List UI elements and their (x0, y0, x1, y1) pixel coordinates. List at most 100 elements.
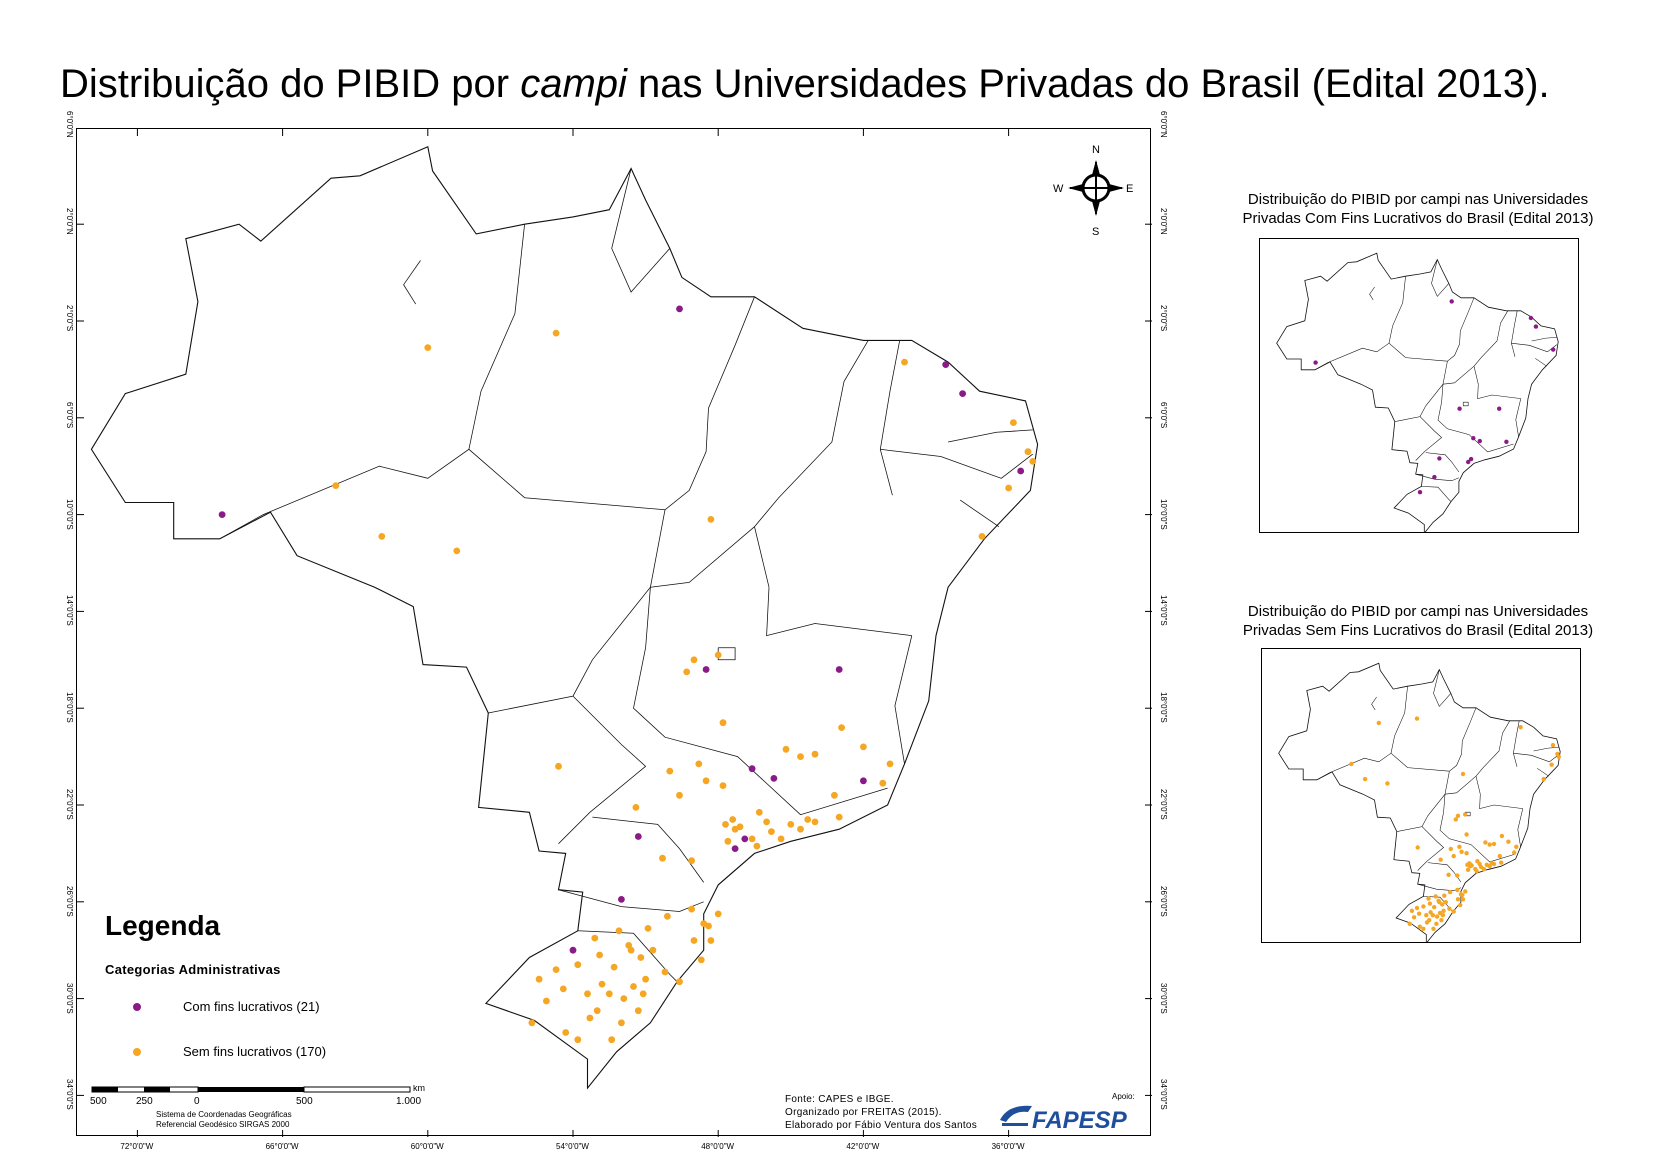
campus-point-sem-fins (1499, 833, 1505, 839)
legend-item-label: Com fins lucrativos (21) (183, 999, 320, 1014)
campus-point-sem-fins (719, 719, 727, 727)
campus-point-sem-fins (688, 905, 695, 913)
campus-point-sem-fins (811, 818, 819, 826)
campus-point-sem-fins (1514, 844, 1519, 849)
campus-point-sem-fins (378, 533, 386, 540)
state-border (1531, 337, 1557, 342)
campus-point-com-fins (731, 845, 739, 852)
state-border (1394, 361, 1448, 422)
campus-point-sem-fins (627, 946, 635, 954)
state-border (1537, 768, 1549, 777)
campus-point-com-fins (1551, 347, 1556, 352)
state-border (1390, 686, 1408, 754)
campus-point-sem-fins (1029, 458, 1037, 465)
lat-tick-label: 6°0'0"N (1159, 111, 1168, 139)
compass-w-label: W (1053, 183, 1064, 195)
campus-point-sem-fins (722, 821, 729, 828)
lon-tick-label: 36°0'0"W (991, 1142, 1025, 1151)
campus-point-sem-fins (1468, 864, 1473, 869)
campus-point-sem-fins (1447, 906, 1452, 911)
brazil-map (77, 126, 1152, 1137)
campus-point-sem-fins (724, 837, 732, 845)
campus-point-sem-fins (1362, 776, 1368, 782)
campus-point-sem-fins (1455, 873, 1460, 878)
campus-point-sem-fins (1455, 887, 1460, 893)
inset-map-sem-fins (1261, 648, 1581, 945)
scale-label: 250 (136, 1096, 153, 1107)
lat-tick-label: 30°0'0"S (65, 982, 74, 1014)
campus-point-com-fins (1468, 456, 1474, 462)
campus-point-sem-fins (688, 857, 695, 865)
campus-point-sem-fins (632, 804, 640, 811)
campus-point-sem-fins (659, 854, 666, 862)
campus-point-sem-fins (797, 825, 804, 833)
state-border (1473, 310, 1509, 385)
lon-tick-label: 66°0'0"W (265, 1142, 299, 1151)
lon-tick-label: 72°0'0"W (120, 1142, 154, 1151)
lat-tick-label: 14°0'0"S (1159, 595, 1168, 627)
campus-point-sem-fins (705, 922, 712, 930)
campus-point-sem-fins (729, 816, 737, 823)
state-border (959, 499, 1000, 528)
campus-point-sem-fins (598, 980, 606, 988)
campus-point-sem-fins (639, 990, 647, 998)
campus-point-sem-fins (978, 533, 986, 540)
state-border (1314, 342, 1448, 371)
inset-title-sem-fins: Distribuição do PIBID por campi nas Univ… (1242, 603, 1594, 639)
lat-tick-label: 2°0'0"S (65, 305, 74, 332)
campus-point-sem-fins (695, 760, 703, 768)
campus-point-sem-fins (535, 975, 543, 983)
compass-s-label: S (1092, 226, 1099, 238)
campus-point-sem-fins (1465, 867, 1471, 872)
campus-point-sem-fins (1442, 893, 1447, 898)
inset-map-com-fins (1259, 238, 1579, 535)
campus-point-com-fins (748, 765, 756, 773)
lat-tick-label: 6°0'0"N (65, 111, 74, 139)
campus-point-sem-fins (753, 842, 761, 850)
campus-point-sem-fins (1512, 850, 1517, 855)
campus-point-com-fins (860, 777, 867, 785)
country-outline (1278, 662, 1561, 945)
campus-point-sem-fins (1447, 889, 1453, 895)
campus-point-sem-fins (1446, 872, 1451, 877)
campus-point-sem-fins (697, 956, 705, 964)
campus-point-com-fins (835, 666, 843, 673)
campus-point-sem-fins (1417, 924, 1422, 929)
legend-item-sem-fins: Sem fins lucrativos (170) (105, 1044, 326, 1059)
state-border (633, 587, 888, 816)
campus-point-com-fins (942, 361, 950, 368)
state-border (1447, 297, 1475, 362)
campus-point-sem-fins (1437, 900, 1442, 905)
lon-tick-label: 42°0'0"W (846, 1142, 880, 1151)
campus-point-sem-fins (543, 997, 550, 1005)
campus-point-sem-fins (1487, 864, 1492, 869)
state-border (1479, 794, 1523, 809)
campus-point-com-fins (618, 896, 625, 903)
state-border (611, 168, 671, 293)
north-arrow-compass: N S E W (1040, 138, 1150, 238)
campus-point-sem-fins (642, 975, 649, 983)
state-border (403, 260, 421, 305)
campus-point-com-fins (1466, 459, 1471, 465)
campus-point-com-fins (1477, 438, 1482, 444)
country-outline (90, 146, 1039, 1090)
lat-tick-label: 18°0'0"S (65, 692, 74, 723)
campus-point-sem-fins (1491, 841, 1497, 847)
campus-point-sem-fins (1434, 921, 1439, 926)
state-border (1437, 384, 1514, 453)
campus-point-sem-fins (591, 934, 599, 942)
campus-point-com-fins (1528, 315, 1534, 321)
campus-point-sem-fins (838, 724, 845, 731)
campus-point-sem-fins (1459, 849, 1464, 854)
campus-point-com-fins (634, 833, 642, 840)
state-border (894, 635, 913, 764)
campus-point-sem-fins (1541, 776, 1546, 782)
state-border (754, 340, 869, 588)
campus-point-sem-fins (1431, 926, 1436, 931)
campus-point-sem-fins (755, 808, 763, 816)
campus-point-sem-fins (707, 516, 715, 523)
campus-point-sem-fins (1414, 716, 1420, 721)
campus-point-sem-fins (574, 1036, 582, 1044)
campus-point-sem-fins (1005, 484, 1012, 492)
campus-point-com-fins (1313, 360, 1318, 365)
